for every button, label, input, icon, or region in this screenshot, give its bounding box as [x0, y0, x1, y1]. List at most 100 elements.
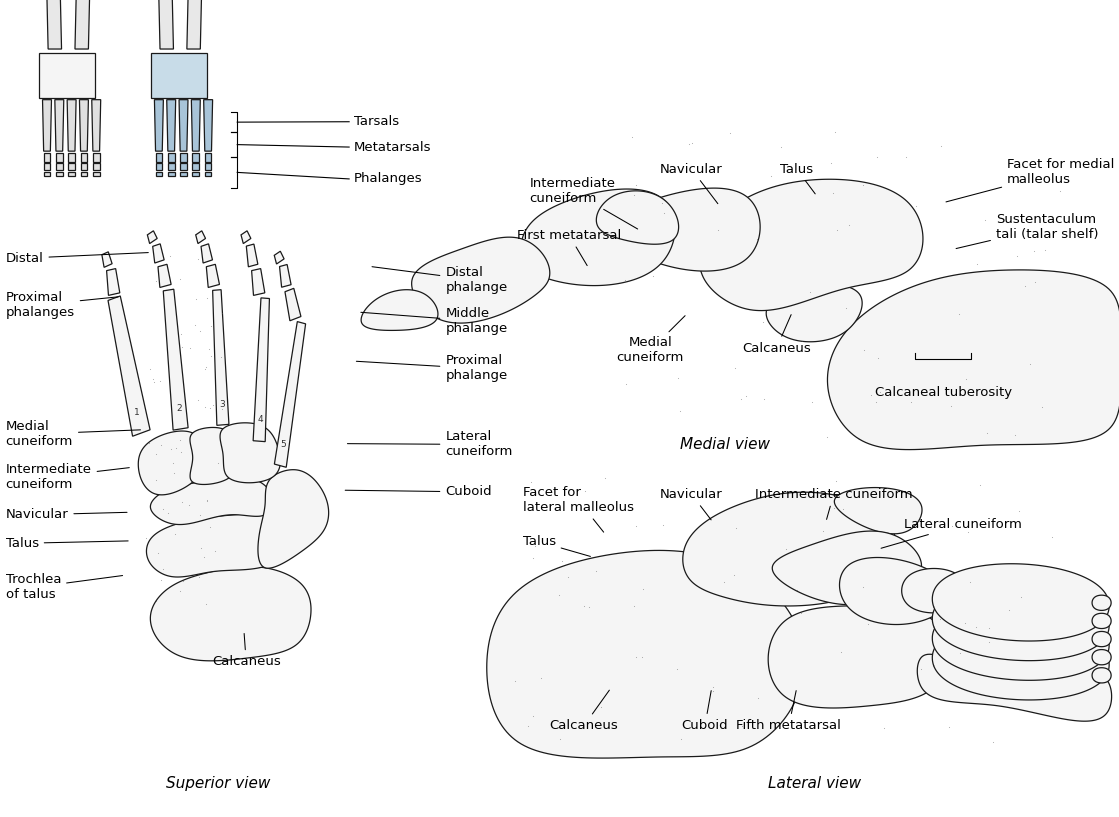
Polygon shape — [835, 488, 922, 534]
Polygon shape — [683, 492, 895, 606]
Point — [999, 604, 1017, 617]
Text: Trochlea
of talus: Trochlea of talus — [6, 574, 123, 601]
Point — [1033, 401, 1051, 414]
Text: Fifth metatarsal: Fifth metatarsal — [736, 690, 841, 732]
Text: Phalanges: Phalanges — [354, 172, 422, 185]
Polygon shape — [1092, 667, 1111, 683]
Point — [866, 395, 884, 408]
Polygon shape — [102, 252, 112, 267]
Polygon shape — [520, 189, 675, 286]
Point — [680, 137, 698, 150]
Point — [154, 563, 172, 576]
Polygon shape — [109, 296, 150, 436]
Point — [683, 136, 700, 150]
Polygon shape — [139, 431, 205, 495]
Point — [868, 151, 886, 164]
Point — [855, 178, 873, 191]
Text: Navicular: Navicular — [6, 508, 128, 521]
Text: 3: 3 — [219, 400, 225, 409]
Point — [673, 733, 690, 746]
Point — [507, 674, 525, 687]
Point — [171, 272, 189, 285]
Point — [855, 343, 873, 356]
Polygon shape — [180, 153, 187, 162]
Text: Lateral cuneiform: Lateral cuneiform — [881, 518, 1022, 548]
Point — [181, 342, 199, 355]
Polygon shape — [827, 270, 1119, 449]
Point — [943, 520, 961, 533]
Point — [652, 197, 670, 210]
Polygon shape — [158, 265, 171, 288]
Point — [715, 576, 733, 589]
Point — [173, 495, 191, 508]
Point — [201, 401, 219, 414]
Text: Calcaneus: Calcaneus — [211, 633, 281, 668]
Polygon shape — [92, 100, 101, 151]
Point — [736, 390, 754, 403]
Point — [148, 275, 166, 288]
Polygon shape — [596, 191, 678, 244]
Point — [213, 307, 231, 320]
Text: Metatarsals: Metatarsals — [354, 141, 431, 154]
Text: Cuboid: Cuboid — [681, 690, 728, 732]
Point — [669, 371, 687, 384]
Point — [152, 439, 170, 452]
Point — [833, 645, 850, 659]
Point — [201, 349, 219, 362]
Point — [140, 436, 158, 449]
Point — [704, 685, 722, 698]
Text: Superior view: Superior view — [166, 776, 271, 791]
Point — [788, 583, 806, 596]
Polygon shape — [106, 269, 120, 296]
Text: Lateral view: Lateral view — [768, 776, 862, 791]
Polygon shape — [93, 172, 100, 176]
Text: Distal
phalange: Distal phalange — [372, 266, 508, 294]
Polygon shape — [1092, 650, 1111, 665]
Polygon shape — [156, 153, 162, 162]
Text: Cuboid: Cuboid — [345, 485, 492, 498]
Polygon shape — [932, 623, 1109, 700]
Polygon shape — [190, 427, 236, 484]
Polygon shape — [93, 163, 100, 170]
Point — [525, 551, 543, 565]
Polygon shape — [168, 172, 175, 176]
Point — [940, 721, 958, 734]
Point — [869, 351, 887, 364]
Point — [1021, 358, 1038, 371]
Text: Proximal
phalanges: Proximal phalanges — [6, 291, 119, 319]
Point — [815, 525, 833, 538]
Point — [190, 422, 208, 435]
Point — [596, 471, 614, 484]
Text: Distal: Distal — [6, 252, 149, 265]
Polygon shape — [163, 289, 188, 430]
Polygon shape — [1092, 614, 1111, 628]
Text: Tarsals: Tarsals — [354, 115, 398, 128]
Polygon shape — [204, 100, 213, 151]
Point — [871, 386, 888, 399]
Polygon shape — [206, 265, 219, 288]
Point — [961, 575, 979, 588]
Point — [967, 621, 985, 634]
Polygon shape — [167, 100, 176, 151]
Point — [144, 373, 162, 386]
Text: Navicular: Navicular — [660, 488, 723, 520]
Polygon shape — [205, 153, 211, 162]
Point — [191, 541, 209, 554]
Text: Intermediate
cuneiform: Intermediate cuneiform — [6, 463, 130, 491]
Point — [141, 363, 159, 376]
Point — [191, 325, 209, 338]
Polygon shape — [932, 583, 1109, 661]
Point — [634, 582, 652, 595]
Point — [980, 622, 998, 635]
Point — [209, 456, 227, 469]
Point — [908, 199, 925, 212]
Polygon shape — [487, 551, 805, 758]
Text: Talus: Talus — [6, 537, 129, 550]
Point — [592, 700, 610, 713]
Polygon shape — [253, 298, 270, 442]
Polygon shape — [285, 288, 301, 321]
Point — [552, 733, 570, 746]
Point — [792, 334, 810, 347]
Polygon shape — [151, 53, 207, 98]
Polygon shape — [192, 153, 199, 162]
